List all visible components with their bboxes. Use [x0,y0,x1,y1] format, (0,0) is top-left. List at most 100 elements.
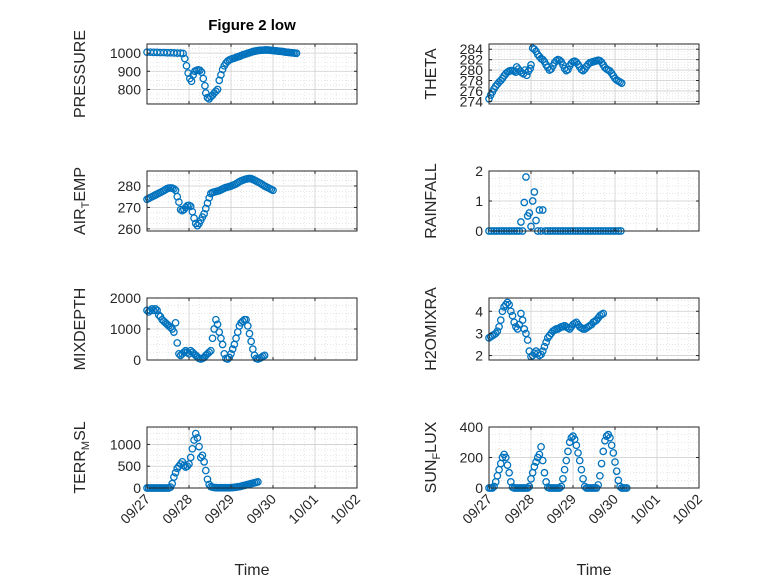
data-point [577,465,586,474]
data-point [579,474,587,483]
data-point [292,49,301,58]
y-tick-label: 1000 [110,321,141,337]
data-point [505,468,514,477]
y-tick-label: 280 [118,178,142,194]
data-point [538,206,547,214]
data-point [213,320,222,329]
data-point [173,339,182,347]
data-point [575,456,584,465]
data-point [180,54,189,63]
y-tick-label: 3 [475,325,483,341]
data-point [501,300,510,309]
data-point [564,447,572,456]
data-point [530,462,539,471]
data-point [540,342,549,351]
data-point [606,433,614,442]
data-point [542,338,550,347]
data-point [208,334,217,343]
y-tick-label: 284 [460,41,484,57]
data-point [498,307,507,316]
panel-rainfall: 0 1 2 RAINFALL [423,163,700,239]
x-axis-label-right: Time [577,562,612,579]
axes-box [488,43,700,105]
data-point [170,473,178,481]
x-axis-label-left: Time [235,562,270,579]
data-point [560,465,569,474]
data-point [148,304,156,313]
y-axis-label-theta: THETA [423,48,440,100]
y-tick-label: 0 [133,352,141,368]
data-point [245,329,254,338]
data-point [151,304,160,313]
data-point [212,87,220,96]
axes-box [146,170,358,232]
data-point [532,216,540,225]
data-point [206,346,215,355]
data-point [530,45,539,54]
y-tick-label: 2 [475,348,483,364]
y-tick-label: 274 [460,93,484,109]
data-point [186,453,195,462]
data-point [175,198,183,206]
data-point [538,456,547,465]
data-point [212,315,220,324]
data-point [528,197,537,205]
data-point [201,89,210,97]
data-point [572,441,581,450]
y-tick-label: 0 [475,223,483,239]
y-tick-label: 1000 [110,45,141,61]
data-point [574,449,582,457]
y-tick-label: 270 [118,199,142,215]
panel-pressure: 800 900 1000 PRESSURE [72,30,358,118]
data-point [199,74,208,83]
y-tick-label: 400 [460,419,484,435]
panel-mixdepth: 0 1000 2000 MIXDEPTH [72,288,358,370]
y-tick-label: 1 [475,193,483,209]
data-point [537,442,545,451]
data-point [182,61,191,70]
data-point [243,322,252,330]
data-point [171,318,180,327]
panel-h2omixra: 2 3 4 H2OMIXRA [423,287,700,371]
data-point [170,328,178,336]
y-tick-label: 276 [460,83,484,99]
y-tick-label: 200 [460,450,484,466]
data-point [564,65,572,74]
data-point [175,349,183,358]
data-point [599,447,608,456]
data-point [196,66,204,75]
y-tick-label: 4 [475,303,483,319]
data-point [599,309,608,318]
data-point [213,85,222,94]
axes-box [488,297,700,361]
data-point [496,316,505,324]
data-point [503,461,512,469]
data-point [170,184,178,193]
data-point [527,61,535,69]
data-point [195,442,203,451]
data-point [538,55,547,64]
data-point [203,475,212,484]
data-point [227,349,235,358]
y-tick-label: 2 [475,163,483,179]
y-tick-label: 0 [133,480,141,496]
data-point [254,478,262,486]
data-point [149,306,158,315]
data-point [490,482,498,491]
data-point [540,468,549,477]
data-point [247,337,256,346]
data-point [557,482,566,491]
data-point [525,209,534,217]
y-tick-label: 1000 [110,436,141,452]
panel-air-temp: 260 270 280 AIRTEMP [72,167,358,237]
data-point [269,186,277,195]
y-tick-label: 2000 [110,290,141,306]
data-point [521,66,529,74]
figure-title: Figure 2 low [208,17,296,34]
data-point [596,471,604,480]
data-point [201,81,209,90]
data-point [611,458,619,466]
